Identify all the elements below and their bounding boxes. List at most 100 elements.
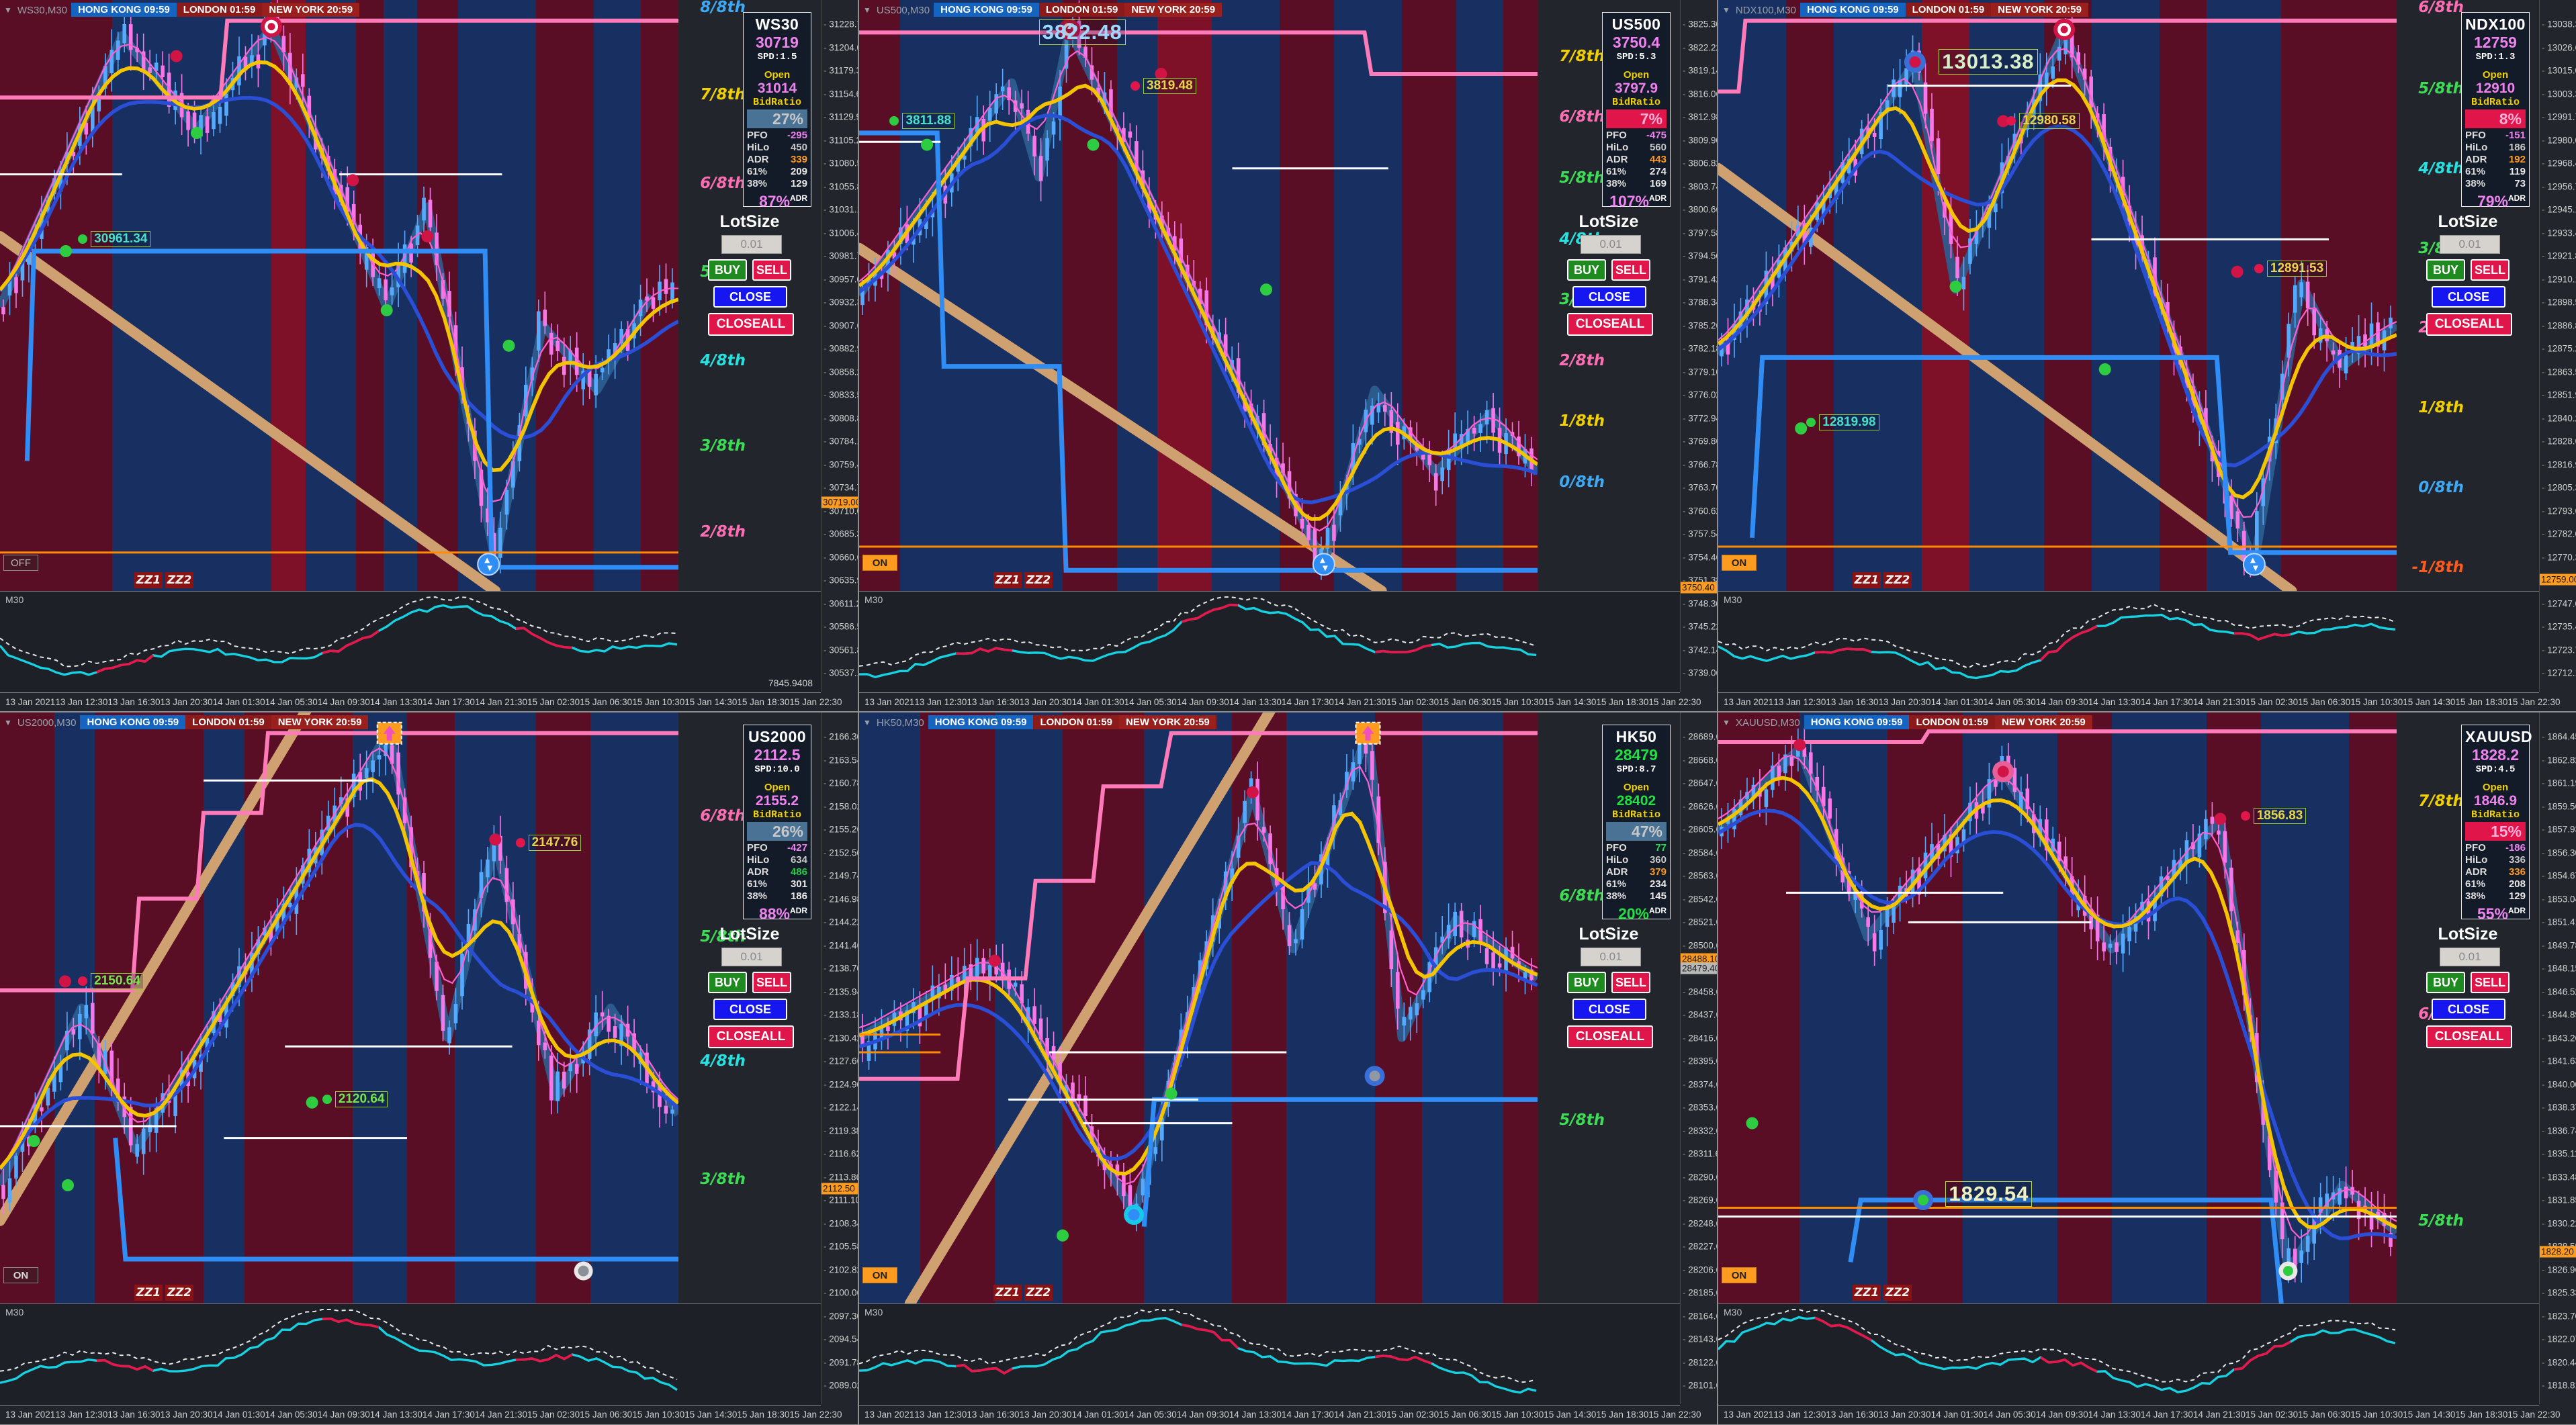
subwindow-timeframe-label: M30 [864,594,883,605]
zz2-button[interactable]: ZZ2 [165,572,193,588]
subwindow-timeframe-label: M30 [5,1307,24,1318]
close-button[interactable]: CLOSE [2432,286,2505,308]
indicator-rows: PFO -186 HiLo 336 ADR 336 61% 208 38% 129 [2465,842,2526,903]
closeall-button[interactable]: CLOSEALL [708,313,794,336]
marker-red-icon [1155,68,1167,80]
info-row-hilo: HiLo 336 [2465,854,2526,866]
closeall-button[interactable]: CLOSEALL [1567,313,1653,336]
price-axis-tick: 12816.95 [2542,459,2576,469]
closeall-button[interactable]: CLOSEALL [2426,313,2512,336]
panel-toggle-button[interactable]: ON [1722,1267,1757,1283]
lower-step-line [113,1138,678,1262]
buy-button[interactable]: BUY [1567,259,1606,281]
price-axis[interactable]: 2166.30 2163.54 2160.78 2158.02 2155.26 2152.… [821,712,858,1404]
buy-button[interactable]: BUY [2426,259,2465,281]
price-axis-tick: 12723.75 [2542,645,2576,655]
zz1-button[interactable]: ZZ1 [134,1285,163,1301]
zz1-button[interactable]: ZZ1 [1853,1285,1881,1301]
zz1-button[interactable]: ZZ1 [1853,572,1881,588]
closeall-button[interactable]: CLOSEALL [2426,1025,2512,1048]
sell-button[interactable]: SELL [752,259,791,281]
zz1-button[interactable]: ZZ1 [993,1285,1022,1301]
time-axis[interactable]: 13 Jan 2021 13 Jan 12:30 13 Jan 16:30 13 Ja… [859,693,1701,710]
price-axis-tick: 28143.60 [1683,1334,1717,1344]
chart-plot-area[interactable]: 30961.34 [0,0,679,591]
signal-dashed-line [859,596,1537,667]
price-axis[interactable]: 28689.60 28668.60 28647.60 28626.60 28605.60… [1680,712,1717,1404]
open-price: 2155.2 [755,793,799,809]
window-collapse-icon[interactable]: ▼ [1722,718,1730,727]
sell-button[interactable]: SELL [2471,259,2510,281]
price-axis[interactable]: 31228.70 31204.00 31179.30 31154.60 31129.90… [821,0,858,692]
bid-price: 1828.2 [2471,746,2520,764]
zz2-button[interactable]: ZZ2 [165,1285,193,1301]
price-axis-tick: 28563.60 [1683,871,1717,881]
time-axis[interactable]: 13 Jan 2021 13 Jan 12:30 13 Jan 16:30 13 Ja… [0,693,842,710]
time-axis[interactable]: 13 Jan 2021 13 Jan 12:30 13 Jan 16:30 13 Ja… [1718,693,2561,710]
chart-plot-area[interactable] [859,712,1538,1303]
buy-button[interactable]: BUY [708,972,747,993]
sell-button[interactable]: SELL [1611,972,1650,993]
panel-toggle-button[interactable]: OFF [3,555,38,571]
time-axis[interactable]: 13 Jan 2021 13 Jan 12:30 13 Jan 16:30 13 Ja… [859,1406,1701,1423]
time-axis[interactable]: 13 Jan 2021 13 Jan 12:30 13 Jan 16:30 13 Ja… [1718,1406,2561,1423]
chart-plot-area[interactable]: 13013.38 12980.58 12891.53 12819.98 [1718,0,2397,591]
panel-toggle-button[interactable]: ON [862,555,897,571]
panel-toggle-button[interactable]: ON [862,1267,897,1283]
window-collapse-icon[interactable]: ▼ [4,718,12,727]
price-axis[interactable]: 13038.30 13026.65 13015.00 13003.35 12991.70… [2539,0,2576,692]
window-collapse-icon[interactable]: ▼ [863,718,871,727]
close-button[interactable]: CLOSE [713,999,787,1020]
price-axis-tick: 28458.60 [1683,986,1717,997]
lotsize-input[interactable] [1581,948,1641,966]
zz2-button[interactable]: ZZ2 [1883,572,1912,588]
lotsize-input[interactable] [721,235,782,254]
price-axis[interactable]: 1864.45 1862.82 1861.19 1859.56 1857.93 1856.… [2539,712,2576,1404]
chart-plot-area[interactable]: 3822.48 3819.48 3811.88 [859,0,1538,591]
sell-button[interactable]: SELL [1611,259,1650,281]
session-badges: HONG KONG 09:59 LONDON 01:59 NEW YORK 20:5… [1800,3,2088,17]
sell-button[interactable]: SELL [2471,972,2510,993]
info-row-61pct: 61% 234 [1606,878,1667,890]
window-collapse-icon[interactable]: ▼ [4,5,12,15]
open-label: Open [1623,69,1650,81]
close-button[interactable]: CLOSE [2432,999,2505,1020]
chart-plot-area[interactable]: 1856.83 1829.54 [1718,712,2397,1303]
buy-button[interactable]: BUY [708,259,747,281]
time-axis-label: 15 Jan 18:30 [1596,696,1649,707]
lotsize-input[interactable] [721,948,782,966]
price-label: 3811.88 [889,113,955,130]
bidratio-bar: 15% [2465,822,2526,841]
info-row-pfo: PFO -475 [1606,130,1667,141]
price-axis-tick: 31006.40 [824,228,858,238]
chart-plot-area[interactable]: 2150.64 2147.76 2120.64 [0,712,679,1303]
zz2-button[interactable]: ZZ2 [1024,1285,1053,1301]
buy-button[interactable]: BUY [1567,972,1606,993]
time-axis[interactable]: 13 Jan 2021 13 Jan 12:30 13 Jan 16:30 13 Ja… [0,1406,842,1423]
time-axis-label: 14 Jan 17:30 [2140,1409,2193,1420]
lotsize-input[interactable] [2440,948,2500,966]
sell-button[interactable]: SELL [752,972,791,993]
indicator-rows: PFO -151 HiLo 186 ADR 192 61% 119 38% 73 [2465,130,2526,190]
zz1-button[interactable]: ZZ1 [134,572,163,588]
close-button[interactable]: CLOSE [1572,999,1646,1020]
panel-toggle-button[interactable]: ON [3,1267,38,1283]
time-axis-label: 14 Jan 21:30 [1333,696,1387,707]
zz2-button[interactable]: ZZ2 [1883,1285,1912,1301]
window-collapse-icon[interactable]: ▼ [863,5,871,15]
lotsize-input[interactable] [1581,235,1641,254]
panel-toggle-button[interactable]: ON [1722,555,1757,571]
zz2-button[interactable]: ZZ2 [1024,572,1053,588]
info-row-hilo: HiLo 450 [747,142,807,153]
close-button[interactable]: CLOSE [1572,286,1646,308]
closeall-button[interactable]: CLOSEALL [708,1025,794,1048]
price-axis[interactable]: 3825.30 3822.22 3819.14 3816.06 3812.98 3809.… [1680,0,1717,692]
zz1-button[interactable]: ZZ1 [993,572,1022,588]
buy-button[interactable]: BUY [2426,972,2465,993]
closeall-button[interactable]: CLOSEALL [1567,1025,1653,1048]
price-axis-tick: 2091.78 [824,1357,858,1367]
time-axis-label: 15 Jan 18:30 [1596,1409,1649,1420]
close-button[interactable]: CLOSE [713,286,787,308]
window-collapse-icon[interactable]: ▼ [1722,5,1730,15]
lotsize-input[interactable] [2440,235,2500,254]
